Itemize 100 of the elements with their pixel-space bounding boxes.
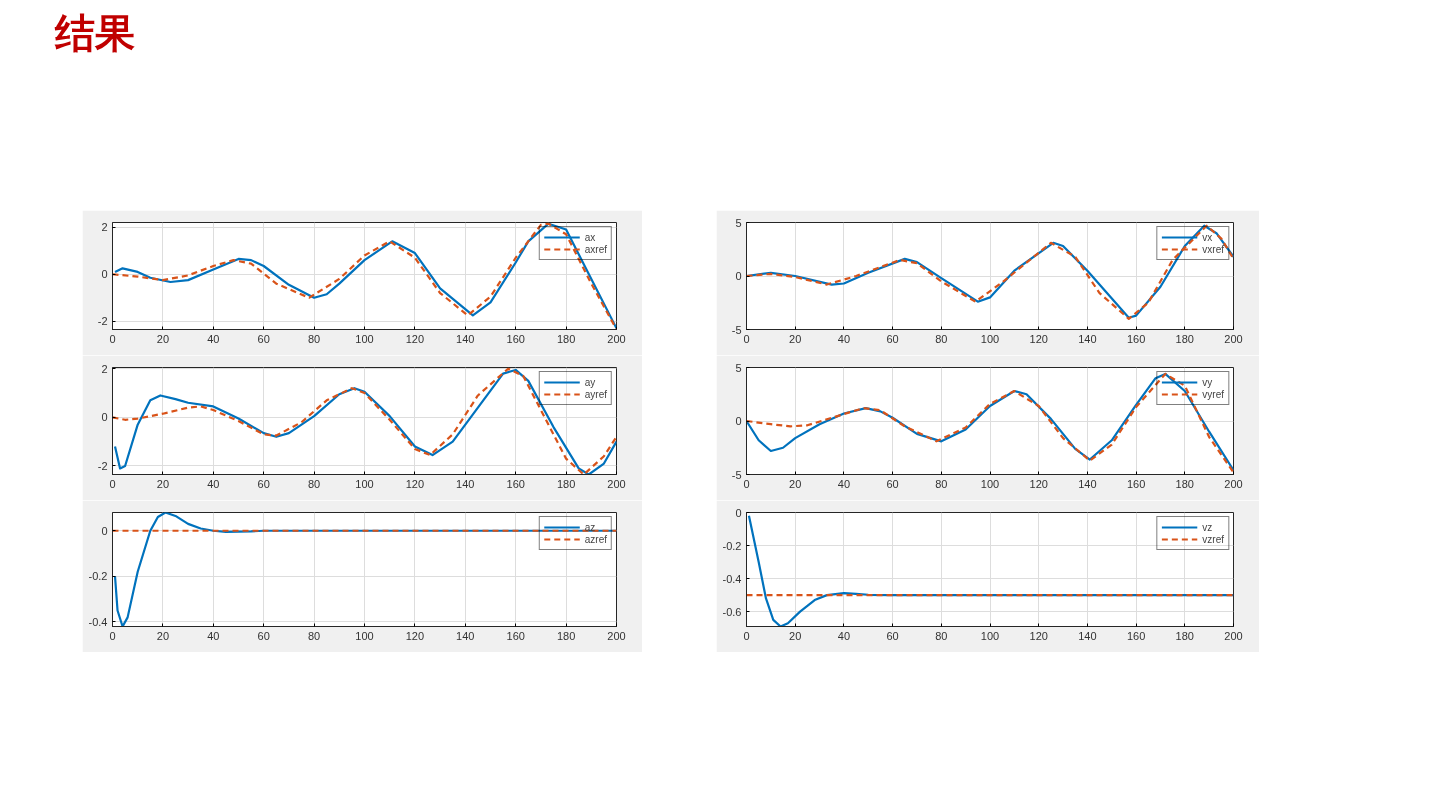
x-tick-label: 120 bbox=[405, 477, 425, 490]
legend-label: ax bbox=[584, 231, 597, 243]
legend-label: vzref bbox=[1202, 533, 1224, 545]
x-tick-label: 200 bbox=[1224, 477, 1243, 490]
x-tick-label: 180 bbox=[1175, 477, 1194, 490]
x-tick-label: 80 bbox=[307, 629, 321, 642]
x-tick-label: 60 bbox=[886, 629, 899, 642]
x-tick-label: 0 bbox=[743, 629, 750, 642]
x-tick-label: 0 bbox=[109, 477, 116, 490]
x-tick-label: 120 bbox=[405, 332, 425, 345]
x-tick-label: 180 bbox=[556, 629, 576, 642]
x-tick-label: 100 bbox=[980, 629, 1000, 642]
x-tick-label: 200 bbox=[607, 477, 626, 490]
legend-label: ay bbox=[584, 376, 597, 388]
x-tick-label: 120 bbox=[1029, 629, 1048, 642]
x-tick-label: 160 bbox=[506, 629, 525, 642]
x-tick-label: 40 bbox=[207, 629, 220, 642]
legend-label: azref bbox=[584, 533, 607, 545]
legend-label: vx bbox=[1202, 231, 1214, 243]
y-tick-label: -2 bbox=[97, 459, 108, 472]
x-tick-label: 20 bbox=[156, 629, 170, 642]
y-tick-label: 0 bbox=[735, 415, 742, 427]
y-tick-label: 0 bbox=[735, 506, 742, 519]
x-tick-label: 140 bbox=[456, 332, 475, 345]
x-tick-label: 60 bbox=[886, 477, 899, 490]
x-tick-label: 60 bbox=[257, 477, 270, 490]
x-tick-label: 60 bbox=[886, 332, 899, 345]
x-tick-label: 140 bbox=[456, 629, 475, 642]
y-tick-label: -0.2 bbox=[88, 570, 108, 583]
x-tick-label: 0 bbox=[743, 477, 750, 490]
y-tick-label: -5 bbox=[731, 323, 742, 336]
x-tick-label: 160 bbox=[1126, 629, 1146, 642]
x-tick-label: 160 bbox=[1126, 477, 1146, 490]
x-tick-label: 80 bbox=[935, 629, 948, 642]
y-tick-label: 2 bbox=[101, 221, 108, 234]
x-tick-label: 100 bbox=[355, 477, 374, 490]
x-tick-label: 180 bbox=[556, 332, 576, 345]
legend-label: axref bbox=[584, 243, 607, 255]
y-tick-label: -5 bbox=[731, 468, 742, 481]
x-tick-label: 200 bbox=[607, 332, 626, 345]
x-tick-label: 200 bbox=[607, 629, 626, 642]
x-tick-label: 100 bbox=[980, 332, 1000, 345]
y-tick-label: -0.2 bbox=[722, 539, 742, 552]
y-tick-label: -2 bbox=[97, 315, 108, 328]
y-tick-label: -0.4 bbox=[722, 572, 742, 585]
x-tick-label: 160 bbox=[506, 477, 525, 490]
y-tick-label: 5 bbox=[735, 216, 742, 229]
legend-label: vxref bbox=[1202, 243, 1224, 255]
legend-label: vz bbox=[1202, 521, 1214, 533]
x-tick-label: 140 bbox=[1078, 629, 1097, 642]
legend-label: vy bbox=[1202, 376, 1214, 388]
x-tick-label: 60 bbox=[257, 629, 270, 642]
x-tick-label: 20 bbox=[789, 332, 802, 345]
y-tick-label: -0.4 bbox=[88, 615, 108, 628]
x-tick-label: 120 bbox=[1029, 332, 1048, 345]
legend-label: az bbox=[584, 521, 597, 533]
x-tick-label: 20 bbox=[789, 477, 802, 490]
legend-label: vyref bbox=[1202, 388, 1224, 400]
x-tick-label: 20 bbox=[156, 332, 170, 345]
x-tick-label: 80 bbox=[307, 477, 321, 490]
line-series bbox=[747, 514, 1234, 627]
x-tick-label: 40 bbox=[837, 629, 851, 642]
y-tick-label: 0 bbox=[735, 270, 742, 282]
x-tick-label: 180 bbox=[1175, 629, 1194, 642]
x-tick-label: 40 bbox=[207, 332, 220, 345]
x-tick-label: 140 bbox=[1078, 332, 1097, 345]
x-tick-label: 200 bbox=[1224, 629, 1243, 642]
y-tick-label: 0 bbox=[101, 411, 108, 424]
y-tick-label: 2 bbox=[101, 362, 108, 375]
x-tick-label: 0 bbox=[109, 629, 116, 642]
x-tick-label: 80 bbox=[307, 332, 321, 345]
x-tick-label: 140 bbox=[456, 477, 475, 490]
x-tick-label: 20 bbox=[789, 629, 802, 642]
y-tick-label: 0 bbox=[101, 524, 108, 537]
x-tick-label: 80 bbox=[935, 477, 948, 490]
x-tick-label: 100 bbox=[355, 629, 374, 642]
x-tick-label: 160 bbox=[506, 332, 525, 345]
x-tick-label: 40 bbox=[837, 477, 851, 490]
y-tick-label: 0 bbox=[101, 268, 108, 281]
x-tick-label: 0 bbox=[109, 332, 116, 345]
x-tick-label: 140 bbox=[1078, 477, 1097, 490]
y-tick-label: 5 bbox=[735, 361, 742, 374]
x-tick-label: 120 bbox=[405, 629, 425, 642]
x-tick-label: 0 bbox=[743, 332, 750, 345]
x-tick-label: 100 bbox=[355, 332, 374, 345]
x-tick-label: 40 bbox=[837, 332, 851, 345]
x-tick-label: 20 bbox=[156, 477, 170, 490]
x-tick-label: 180 bbox=[1175, 332, 1194, 345]
x-tick-label: 80 bbox=[935, 332, 948, 345]
x-tick-label: 180 bbox=[556, 477, 576, 490]
x-tick-label: 200 bbox=[1224, 332, 1243, 345]
legend-label: ayref bbox=[584, 388, 607, 400]
line-series bbox=[113, 512, 617, 627]
chart-title: 结果 bbox=[55, 9, 135, 58]
x-tick-label: 160 bbox=[1126, 332, 1146, 345]
x-tick-label: 40 bbox=[207, 477, 220, 490]
x-tick-label: 60 bbox=[257, 332, 270, 345]
x-tick-label: 100 bbox=[980, 477, 1000, 490]
y-tick-label: -0.6 bbox=[722, 605, 742, 618]
x-tick-label: 120 bbox=[1029, 477, 1048, 490]
